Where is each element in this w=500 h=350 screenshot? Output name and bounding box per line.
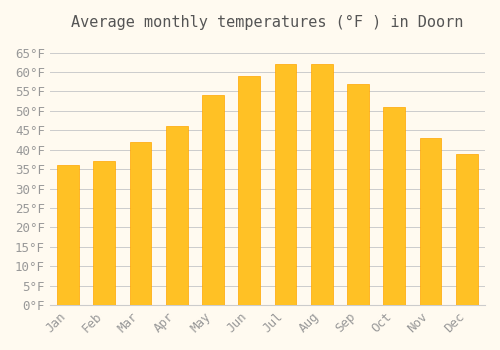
Bar xyxy=(238,76,260,305)
Bar xyxy=(311,64,332,305)
Bar xyxy=(274,64,296,305)
Bar xyxy=(57,165,79,305)
Bar xyxy=(130,142,152,305)
Bar xyxy=(94,161,115,305)
Bar xyxy=(384,107,405,305)
Title: Average monthly temperatures (°F ) in Doorn: Average monthly temperatures (°F ) in Do… xyxy=(71,15,464,30)
Bar xyxy=(420,138,442,305)
Bar xyxy=(166,126,188,305)
Bar xyxy=(347,84,369,305)
Bar xyxy=(202,95,224,305)
Bar xyxy=(456,154,477,305)
